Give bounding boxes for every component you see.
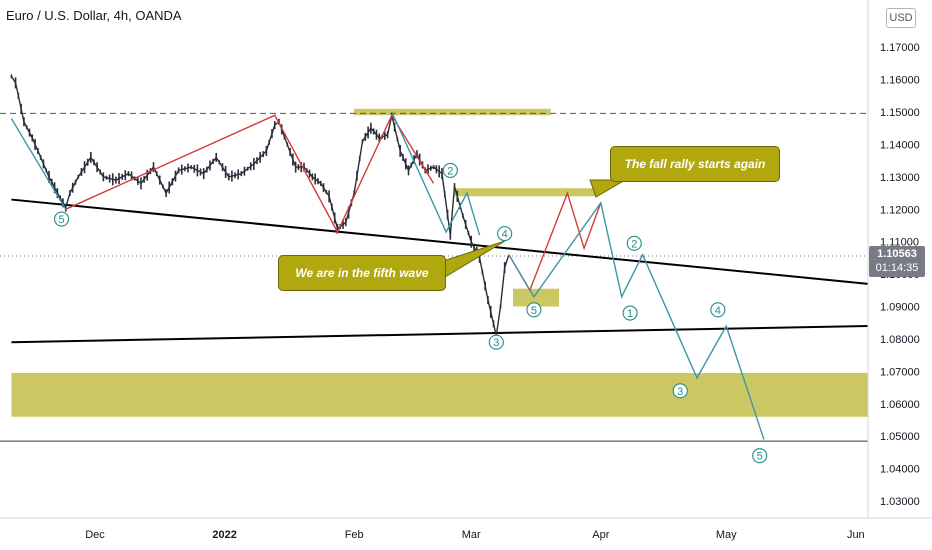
y-tick-label: 1.04000 (880, 464, 920, 476)
callout-fifth-wave: We are in the fifth wave (278, 255, 446, 291)
y-tick-label: 1.11000 (880, 237, 919, 249)
wave-label-4: 5 (531, 305, 537, 317)
wave-label-1: 2 (447, 165, 453, 177)
callout-fall-rally-text: The fall rally starts again (624, 157, 766, 171)
x-tick-label: Feb (345, 529, 364, 541)
wave-label-circle-3 (488, 334, 504, 350)
y-tick-label: 1.12000 (880, 204, 920, 216)
wave-label-circle-4 (526, 302, 542, 318)
y-tick-label: 1.09000 (880, 302, 920, 314)
callout-fall-rally: The fall rally starts again (610, 146, 780, 182)
y-tick-label: 1.06000 (880, 399, 920, 411)
wave-label-circle-5 (622, 305, 638, 321)
red-forecast-path (508, 190, 602, 292)
wave-label-circle-9 (752, 448, 768, 464)
wave-label-circle-0 (54, 211, 70, 227)
last-price: 1.10563 (877, 248, 917, 260)
y-tick-label: 1.16000 (880, 75, 920, 87)
y-tick-label: 1.15000 (880, 107, 920, 119)
x-tick-label: Dec (85, 529, 105, 541)
wave-label-2: 4 (502, 229, 508, 241)
wave-label-circle-8 (710, 302, 726, 318)
x-tick-label: 2022 (212, 529, 236, 541)
trendline-1 (11, 324, 869, 344)
wave-label-circle-6 (626, 235, 642, 251)
bar-countdown: 01:14:35 (875, 262, 919, 274)
zone-3 (11, 372, 869, 417)
y-tick-label: 1.03000 (880, 496, 920, 508)
wave-label-circle-7 (672, 383, 688, 399)
wave-label-6: 2 (631, 238, 637, 250)
x-tick-label: Jun (847, 529, 865, 541)
y-tick-label: 1.14000 (880, 139, 920, 151)
wave-label-9: 5 (757, 451, 763, 463)
trendline-0 (11, 198, 869, 285)
zone-1 (454, 188, 597, 197)
y-tick-label: 1.17000 (880, 42, 920, 54)
wave-label-3: 3 (493, 337, 499, 349)
x-tick-label: Mar (462, 529, 481, 541)
wave-label-circle-1 (442, 162, 458, 178)
teal-wave-path (391, 111, 481, 236)
wave-label-5: 1 (627, 308, 633, 320)
wave-label-8: 4 (715, 305, 721, 317)
currency-button[interactable]: USD (886, 8, 916, 28)
teal-forecast-path (508, 201, 765, 440)
zone-2 (513, 288, 560, 307)
y-tick-label: 1.05000 (880, 431, 920, 443)
wave-label-0: 5 (58, 214, 64, 226)
callout-fifth-pointer (439, 240, 506, 281)
y-tick-label: 1.13000 (880, 172, 920, 184)
callout-fifth-wave-text: We are in the fifth wave (295, 266, 429, 280)
wave-label-7: 3 (677, 386, 683, 398)
x-tick-label: May (716, 529, 737, 541)
chart-title: Euro / U.S. Dollar, 4h, OANDA (6, 8, 182, 23)
teal-path-early (10, 118, 67, 210)
callout-fall-pointer (589, 179, 627, 198)
zone-0 (354, 108, 551, 116)
last-price-tag: 1.10563 01:14:35 (869, 246, 925, 277)
y-tick-label: 1.08000 (880, 334, 920, 346)
y-tick-label: 1.07000 (880, 366, 920, 378)
x-tick-label: Apr (592, 529, 609, 541)
red-wave-path (65, 113, 435, 234)
wave-label-circle-2 (497, 226, 513, 242)
